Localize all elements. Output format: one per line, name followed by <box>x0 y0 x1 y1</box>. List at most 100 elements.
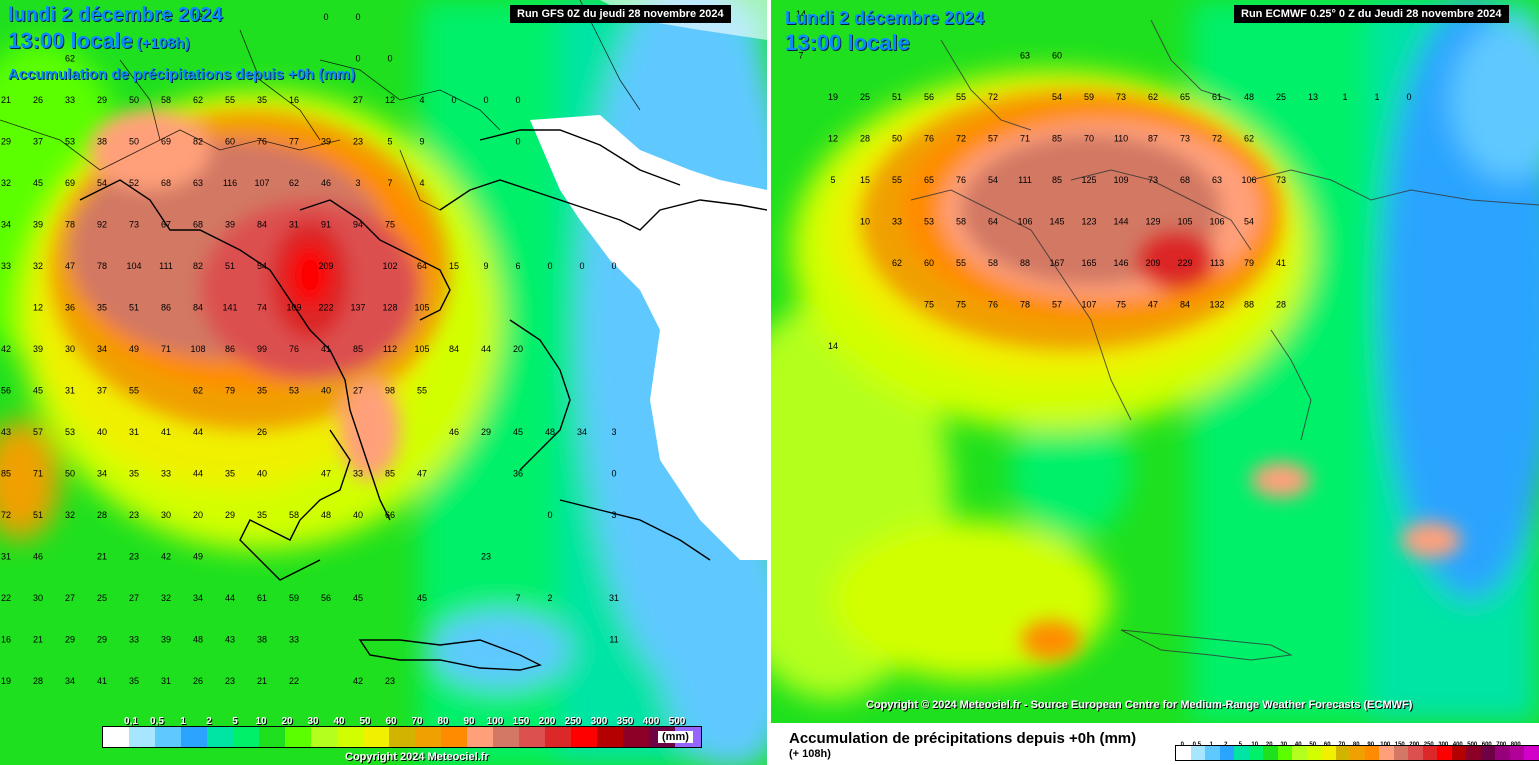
grid-value: 99 <box>257 344 267 354</box>
grid-value: 28 <box>33 676 43 686</box>
grid-value: 105 <box>1177 217 1192 227</box>
grid-value: 85 <box>1 469 11 479</box>
grid-value: 31 <box>1 552 11 562</box>
legend-swatch <box>415 727 441 747</box>
grid-value: 13 <box>1308 92 1318 102</box>
grid-value: 74 <box>257 303 267 313</box>
legend-tick: 30 <box>307 716 319 727</box>
grid-value: 41 <box>1276 258 1286 268</box>
grid-value: 132 <box>1209 300 1224 310</box>
grid-value: 94 <box>353 220 363 230</box>
grid-value: 128 <box>382 303 397 313</box>
grid-value: 32 <box>33 261 43 271</box>
grid-value: 45 <box>353 593 363 603</box>
grid-value: 12 <box>385 95 395 105</box>
grid-value: 75 <box>956 300 966 310</box>
grid-value: 4 <box>419 95 424 105</box>
grid-value: 54 <box>257 261 267 271</box>
legend-tick: 0,5 <box>150 716 164 727</box>
grid-value: 60 <box>1052 51 1062 61</box>
grid-value: 58 <box>988 258 998 268</box>
grid-value: 12 <box>828 134 838 144</box>
legend-swatch <box>1190 746 1205 760</box>
grid-value: 46 <box>321 178 331 188</box>
grid-value: 47 <box>65 261 75 271</box>
grid-value: 40 <box>97 427 107 437</box>
grid-value: 68 <box>193 220 203 230</box>
legend-swatch <box>467 727 493 747</box>
grid-value: 104 <box>126 261 141 271</box>
legend-swatch <box>1292 746 1307 760</box>
grid-value: 38 <box>97 137 107 147</box>
legend-swatch <box>1509 746 1524 760</box>
legend-swatch <box>259 727 285 747</box>
grid-value: 50 <box>65 469 75 479</box>
ecmwf-accumulation-title: Accumulation de précipitations depuis +0… <box>789 730 1137 747</box>
grid-value: 63 <box>1020 51 1030 61</box>
grid-value: 167 <box>1049 258 1064 268</box>
grid-value: 73 <box>1116 92 1126 102</box>
ecmwf-hour-title: 13:00 locale <box>785 30 910 55</box>
legend-swatch <box>1422 746 1437 760</box>
grid-value: 0 <box>1406 92 1411 102</box>
grid-value: 75 <box>385 220 395 230</box>
grid-value: 56 <box>924 92 934 102</box>
grid-value: 54 <box>1052 92 1062 102</box>
grid-value: 165 <box>1081 258 1096 268</box>
legend-swatch <box>1495 746 1510 760</box>
grid-value: 84 <box>1180 300 1190 310</box>
grid-value: 35 <box>129 469 139 479</box>
grid-value: 73 <box>1148 175 1158 185</box>
grid-value: 35 <box>97 303 107 313</box>
grid-value: 20 <box>513 344 523 354</box>
grid-value: 72 <box>956 134 966 144</box>
legend-tick: 90 <box>463 716 475 727</box>
grid-value: 12 <box>33 303 43 313</box>
grid-value: 107 <box>254 178 269 188</box>
legend-swatch <box>1437 746 1452 760</box>
grid-value: 51 <box>33 510 43 520</box>
grid-value: 28 <box>1276 300 1286 310</box>
legend-tick: 70 <box>411 716 423 727</box>
grid-value: 62 <box>892 258 902 268</box>
grid-value: 36 <box>513 469 523 479</box>
grid-value: 45 <box>33 178 43 188</box>
gfs-offset: (+108h) <box>136 35 190 52</box>
grid-value: 222 <box>318 303 333 313</box>
grid-value: 29 <box>97 95 107 105</box>
grid-value: 3 <box>611 510 616 520</box>
grid-value: 53 <box>65 427 75 437</box>
grid-value: 75 <box>1116 300 1126 310</box>
grid-value: 7 <box>387 178 392 188</box>
grid-value: 57 <box>988 134 998 144</box>
grid-value: 3 <box>611 427 616 437</box>
grid-value: 35 <box>129 676 139 686</box>
legend-swatch <box>207 727 233 747</box>
grid-value: 76 <box>988 300 998 310</box>
grid-value: 0 <box>387 54 392 64</box>
gfs-legend-colorbar <box>102 726 702 748</box>
grid-value: 0 <box>547 510 552 520</box>
grid-value: 106 <box>1241 175 1256 185</box>
grid-value: 79 <box>1244 258 1254 268</box>
grid-value: 57 <box>33 427 43 437</box>
grid-value: 47 <box>321 469 331 479</box>
grid-value: 45 <box>417 593 427 603</box>
legend-tick: 500 <box>668 716 686 727</box>
grid-value: 109 <box>1113 175 1128 185</box>
grid-value: 62 <box>193 95 203 105</box>
gfs-legend-unit: (mm) <box>658 731 693 743</box>
gfs-hour-text: 13:00 locale <box>8 28 133 53</box>
legend-tick: 1 <box>180 716 186 727</box>
grid-value: 48 <box>1244 92 1254 102</box>
grid-value: 76 <box>257 137 267 147</box>
grid-value: 50 <box>129 95 139 105</box>
grid-value: 61 <box>1212 92 1222 102</box>
grid-value: 22 <box>161 12 171 22</box>
grid-value: 33 <box>289 635 299 645</box>
grid-value: 15 <box>449 261 459 271</box>
grid-value: 14 <box>828 341 838 351</box>
legend-tick: 10 <box>255 716 267 727</box>
grid-value: 59 <box>289 593 299 603</box>
